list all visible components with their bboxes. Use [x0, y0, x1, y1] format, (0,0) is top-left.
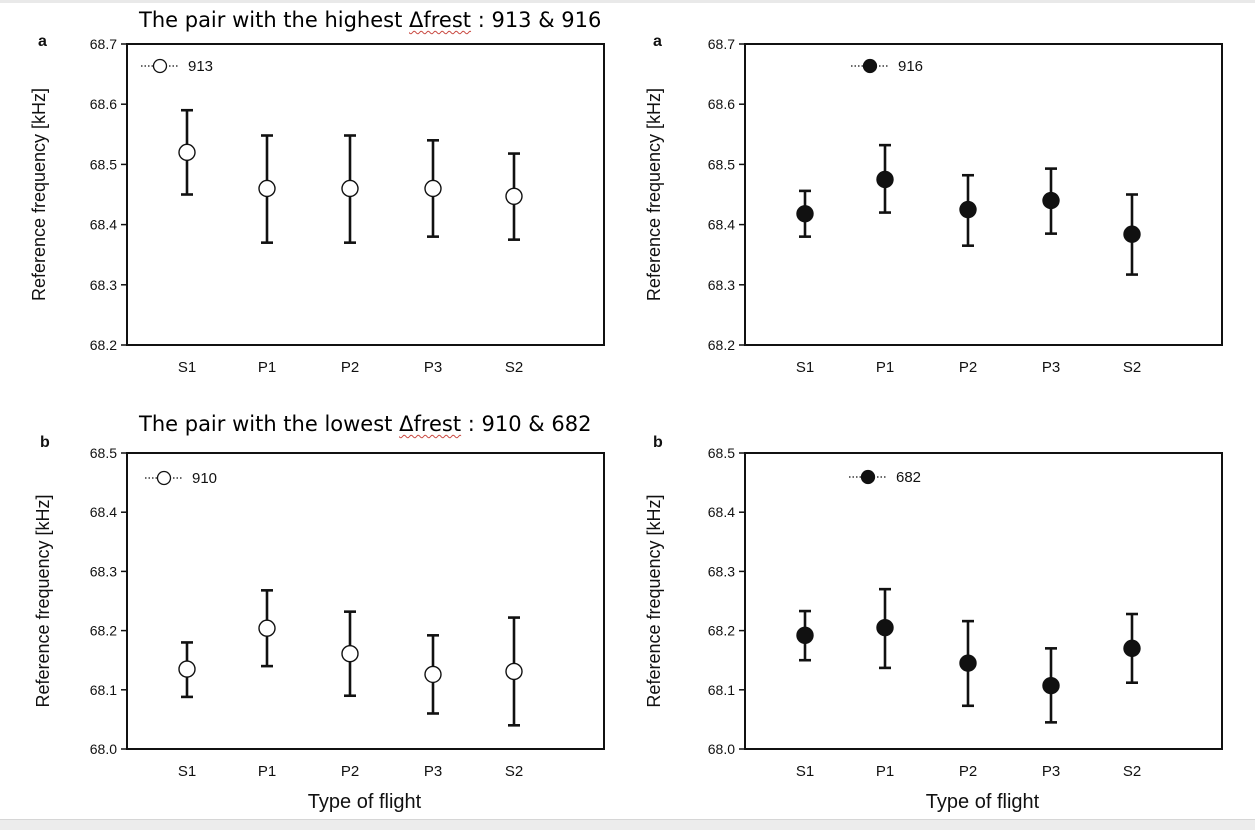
panel-2-legend-label: 916 [898, 58, 923, 75]
panel-2-legend-marker [862, 58, 878, 74]
heading-highest-prefix: The pair with the highest [139, 8, 409, 32]
panel-4-ytick-label: 68.0 [708, 741, 735, 757]
panel-1-data-point [258, 179, 276, 198]
panel-1-ytick-label: 68.5 [90, 156, 117, 172]
panel-4-data-point [796, 626, 814, 645]
panel-3-category-label: S1 [178, 763, 196, 780]
panel-4-category-label: P1 [876, 763, 894, 780]
panel-3-category-label: S2 [505, 763, 523, 780]
panel-2-panel-letter: a [653, 33, 662, 50]
top-rule [0, 0, 1255, 3]
panel-2-category-label: P2 [959, 359, 977, 376]
panel-1-category-label: P1 [258, 359, 276, 376]
panel-1-ytick-label: 68.2 [90, 337, 117, 353]
panel-1-data-point [505, 187, 523, 206]
panel-4-data-point [1123, 639, 1141, 658]
heading-lowest-suffix: : 910 & 682 [461, 412, 592, 436]
panel-3-category-label: P2 [341, 763, 359, 780]
panel-3-ytick-label: 68.0 [90, 741, 117, 757]
panel-2-data-point [1123, 225, 1141, 243]
panel-3-ytick-label: 68.1 [90, 682, 117, 698]
panel-2-ytick-label: 68.4 [708, 217, 735, 233]
panel-1-legend-marker [152, 58, 168, 74]
heading-lowest-pair: The pair with the lowest Δfrest : 910 & … [139, 412, 591, 436]
panel-4-ytick-label: 68.3 [708, 563, 735, 579]
panel-3-x-axis-label: Type of flight [308, 791, 422, 813]
panel-4-ytick-label: 68.2 [708, 623, 735, 639]
panel-1-plot-frame [126, 43, 605, 346]
panel-1-ytick-label: 68.3 [90, 277, 117, 293]
panel-1-ytick-label: 68.7 [90, 36, 117, 52]
panel-4-data-point [876, 618, 894, 637]
panel-2-ytick-label: 68.2 [708, 337, 735, 353]
panel-3-category-label: P1 [258, 763, 276, 780]
panel-4-x-axis-label: Type of flight [926, 791, 1040, 813]
panel-4-y-axis-label: Reference frequency [kHz] [644, 494, 664, 707]
panel-4-plot-frame [744, 452, 1223, 750]
panel-3-data-point [258, 619, 276, 637]
panel-2-category-label: S2 [1123, 359, 1141, 376]
panel-1-ytick-label: 68.6 [90, 96, 117, 112]
panel-2-category-label: P3 [1042, 359, 1060, 376]
panel-4-legend-marker [860, 469, 876, 485]
panel-4-ytick-label: 68.5 [708, 445, 735, 461]
panel-1-data-point [341, 179, 359, 198]
panel-2-plot-frame [744, 43, 1223, 346]
panel-1-category-label: S2 [505, 359, 523, 376]
panel-4-ytick-label: 68.1 [708, 682, 735, 698]
heading-highest-pair: The pair with the highest Δfrest : 913 &… [139, 8, 601, 32]
panel-1-category-label: S1 [178, 359, 196, 376]
panel-1-category-label: P3 [424, 359, 442, 376]
bottom-scrollbar-strip [0, 819, 1255, 830]
panel-1-y-axis-label: Reference frequency [kHz] [29, 88, 49, 301]
panel-3-legend-label: 910 [192, 470, 217, 487]
panel-4-category-label: P3 [1042, 763, 1060, 780]
panel-4-data-point [959, 654, 977, 672]
panel-2-data-point [959, 200, 977, 219]
panel-3-data-point [424, 665, 442, 684]
heading-highest-suffix: : 913 & 916 [471, 8, 602, 32]
panel-4-ytick-label: 68.4 [708, 504, 735, 520]
panel-1-panel-letter: a [38, 33, 47, 50]
panel-1-data-point [424, 179, 442, 198]
panel-2-ytick-label: 68.6 [708, 96, 735, 112]
panel-3-ytick-label: 68.5 [90, 445, 117, 461]
panel-1-legend-label: 913 [188, 58, 213, 75]
panel-4-category-label: S2 [1123, 763, 1141, 780]
panel-1-category-label: P2 [341, 359, 359, 376]
panel-3-legend-marker [156, 470, 172, 486]
panel-3-category-label: P3 [424, 763, 442, 780]
panel-4-category-label: P2 [959, 763, 977, 780]
panel-1-data-point [178, 143, 196, 162]
panel-2-ytick-label: 68.3 [708, 277, 735, 293]
panel-2-ytick-label: 68.5 [708, 156, 735, 172]
panel-3-plot-frame [126, 452, 605, 750]
heading-lowest-prefix: The pair with the lowest [139, 412, 400, 436]
panel-2-category-label: P1 [876, 359, 894, 376]
panel-4-legend-label: 682 [896, 469, 921, 486]
panel-3-ytick-label: 68.3 [90, 563, 117, 579]
panel-3-panel-letter: b [40, 434, 50, 451]
panel-3-y-axis-label: Reference frequency [kHz] [33, 494, 53, 707]
panel-4-category-label: S1 [796, 763, 814, 780]
panel-1-ytick-label: 68.4 [90, 217, 117, 233]
panel-3-data-point [341, 644, 359, 663]
panel-2-ytick-label: 68.7 [708, 36, 735, 52]
panel-4-data-point [1042, 676, 1060, 695]
panel-2-y-axis-label: Reference frequency [kHz] [644, 88, 664, 301]
heading-lowest-term: Δfrest [399, 412, 462, 436]
panel-4-panel-letter: b [653, 434, 663, 451]
panel-3-ytick-label: 68.2 [90, 623, 117, 639]
panel-3-data-point [178, 660, 196, 678]
panel-3-ytick-label: 68.4 [90, 504, 117, 520]
panel-3-data-point [505, 662, 523, 681]
heading-highest-term: Δfrest [409, 8, 472, 32]
panel-2-category-label: S1 [796, 359, 814, 376]
panel-2-data-point [876, 170, 894, 189]
panel-2-data-point [1042, 191, 1060, 210]
panel-2-data-point [796, 205, 814, 223]
